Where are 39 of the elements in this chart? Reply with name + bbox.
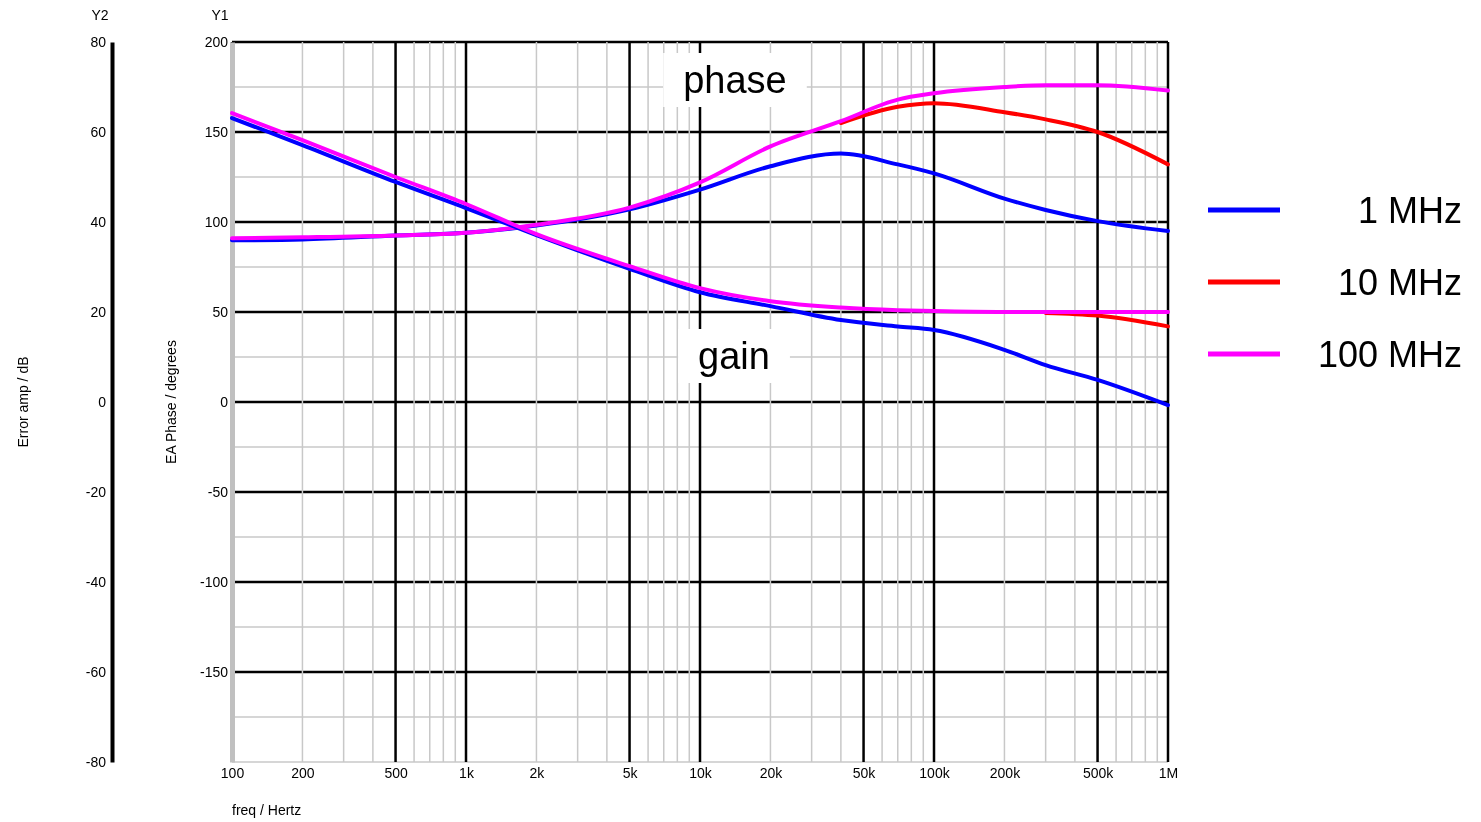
y2-tick-label: -80	[85, 753, 107, 770]
y-tick-label: -150	[199, 663, 229, 680]
y-tick-label: 0	[220, 393, 229, 410]
y2-tick-label: 0	[98, 393, 107, 410]
text: Y1	[211, 7, 229, 23]
x-tick-label: 20k	[759, 764, 784, 781]
y2-tick-label: 60	[90, 123, 107, 140]
legend-label: 10 MHz	[1337, 261, 1462, 303]
text: Y2	[91, 7, 109, 23]
y-tick-label: 100	[204, 213, 229, 230]
y2-tick-label: -20	[85, 483, 107, 500]
y2-tick-label: -60	[85, 663, 107, 680]
y-tick-label: -50	[207, 483, 229, 500]
legend-label: 100 MHz	[1317, 333, 1462, 375]
y-tick-label: 150	[204, 123, 229, 140]
x-tick-label: 200k	[989, 764, 1022, 781]
y-tick-label: 50	[212, 303, 229, 320]
x-tick-label: 1M	[1158, 764, 1179, 781]
x-tick-label: 5k	[622, 764, 639, 781]
y2-tick-label: -40	[85, 573, 107, 590]
x-tick-label: 10k	[689, 764, 713, 781]
x-tick-label: 200	[291, 764, 315, 781]
x-axis-title: freq / Hertz	[232, 802, 302, 818]
x-tick-label: 500	[384, 764, 408, 781]
x-tick-label: 500k	[1082, 764, 1115, 781]
y2-tick-label: 20	[90, 303, 107, 320]
y-tick-label: -100	[199, 573, 229, 590]
x-tick-label: 100k	[919, 764, 951, 781]
y-tick-label: 200	[204, 33, 229, 50]
y-axis-title: EA Phase / degrees	[163, 340, 179, 464]
y2-tick-label: 40	[90, 213, 107, 230]
x-tick-label: 1k	[459, 764, 475, 781]
x-tick-label: 50k	[852, 764, 877, 781]
y2-tick-label: 80	[90, 33, 107, 50]
x-tick-label: 2k	[529, 764, 546, 781]
legend-label: 1 MHz	[1357, 189, 1462, 231]
y2-axis-title: Error amp / dB	[15, 356, 31, 448]
annotation: gain	[698, 335, 770, 377]
annotation: phase	[683, 59, 787, 101]
